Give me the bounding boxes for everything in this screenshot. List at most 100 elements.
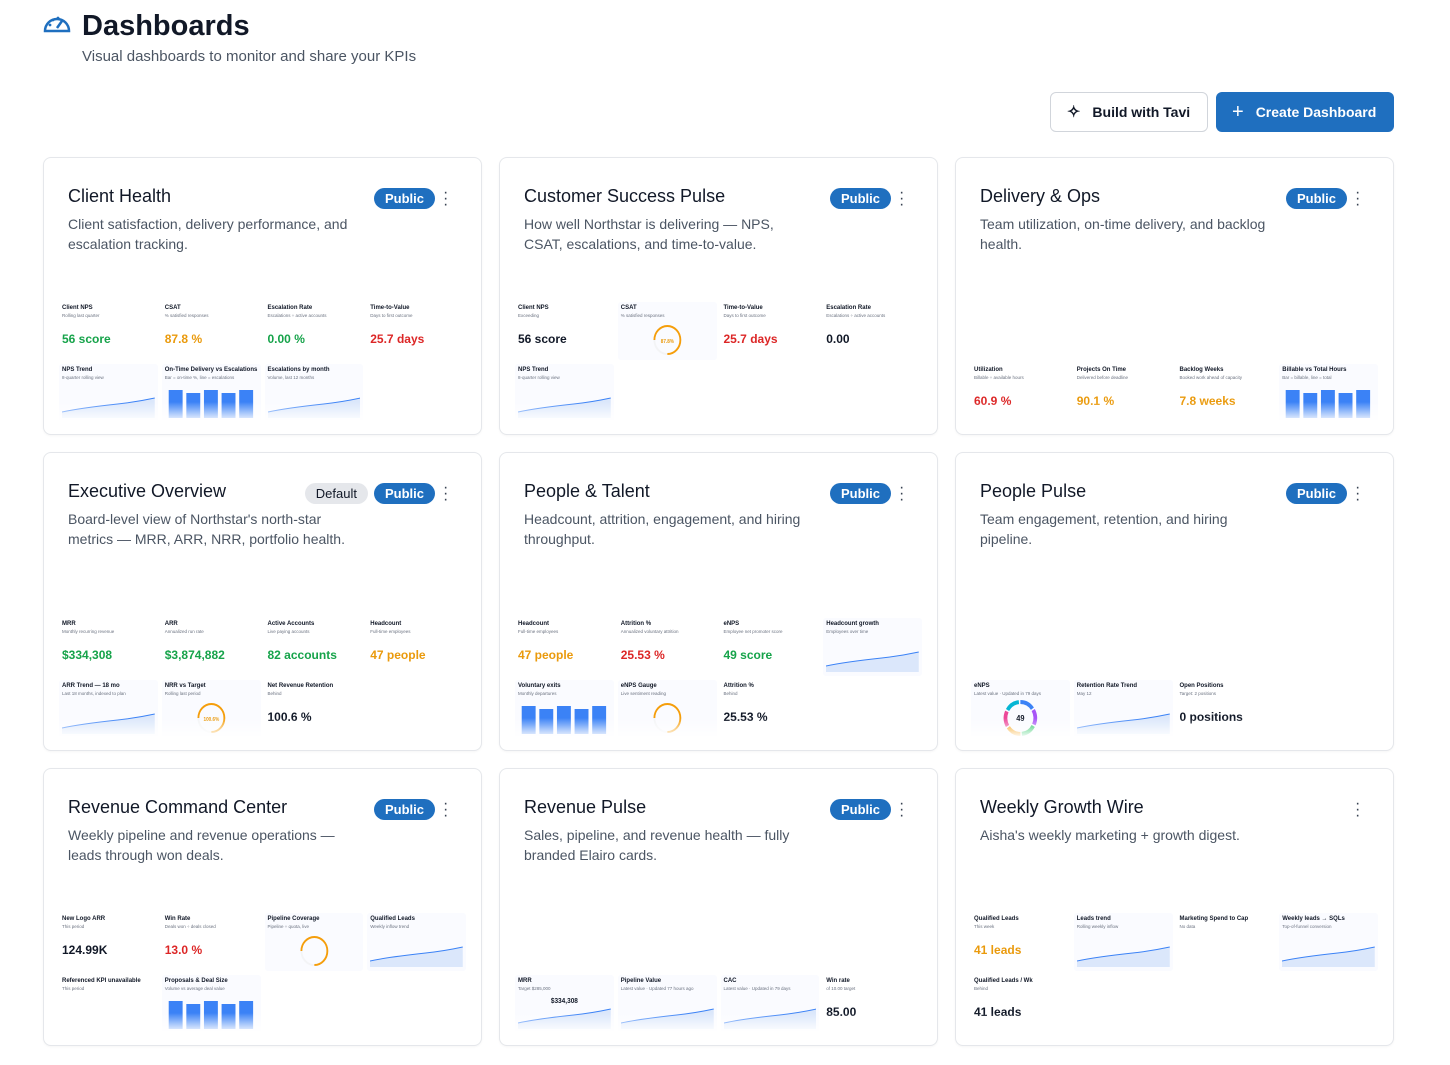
widget-subtitle: 8-quarter rolling view — [62, 375, 104, 380]
preview-widget: On-Time Delivery vs Escalations Bar = on-… — [161, 364, 261, 422]
widget-label: Retention Rate Trend — [1076, 683, 1138, 689]
sparkline — [370, 946, 463, 962]
dashboard-card[interactable]: Delivery & Ops Team utilization, on-time … — [955, 157, 1394, 435]
dashboard-card[interactable]: Executive Overview Board-level view of No… — [43, 452, 482, 751]
widget-label: ARR Trend — 18 mo — [62, 683, 120, 689]
card-menu[interactable]: · · · — [899, 479, 905, 508]
mini-chart: 49 — [1003, 700, 1038, 736]
widget-subtitle: 8-quarter rolling view — [518, 375, 560, 380]
dashboard-card[interactable]: People Pulse Team engagement, retention, … — [955, 452, 1394, 751]
widget-label: Attrition % — [723, 683, 754, 689]
card-menu[interactable]: · · · — [443, 795, 449, 824]
mini-bar — [1303, 393, 1318, 418]
mini-bar — [556, 706, 571, 734]
widget-value: 25.53 % — [723, 710, 768, 724]
widget-label: Time-to-Value — [370, 305, 410, 311]
donut-segment — [1031, 709, 1038, 726]
dashboard-card[interactable]: People & Talent Headcount, attrition, eng… — [499, 452, 938, 751]
widget-subtitle: Days to first outcome — [370, 313, 413, 318]
widget-label: Leads trend — [1076, 916, 1111, 922]
widget-subtitle: This week — [974, 924, 995, 929]
card-badges: Public — [373, 799, 435, 820]
badge: Public — [829, 188, 891, 209]
card-description: Headcount, attrition, engagement, and hi… — [524, 511, 801, 547]
widget-subtitle: Employee net promoter score — [723, 629, 783, 634]
mini-bar — [186, 1004, 200, 1029]
dashboard-card[interactable]: Customer Success Pulse How well Northstar… — [499, 157, 938, 435]
card-menu[interactable]: · · · — [443, 184, 449, 213]
chart-center-value: 49 — [1016, 714, 1024, 723]
widget-subtitle: Monthly departures — [518, 691, 557, 696]
widget-subtitle: Behind — [723, 691, 738, 696]
widget-subtitle: Bar = billable, line = total — [1282, 375, 1332, 380]
preview-widget: Backlog Weeks Booked work ahead of capaci… — [1176, 364, 1276, 422]
widget-label: New Logo ARR — [62, 916, 106, 922]
card-preview: Utilization Billable ÷ available hours 60.… — [971, 364, 1378, 422]
gauge-arc — [653, 703, 682, 733]
preview-widget: Headcount Full-time employees 47 people — [515, 618, 614, 676]
card-menu[interactable]: · · · — [899, 795, 905, 824]
card-menu[interactable]: · · · — [899, 184, 905, 213]
dashboard-card[interactable]: Weekly Growth Wire Aisha's weekly marketi… — [955, 768, 1394, 1046]
widget-label: Qualified Leads — [974, 916, 1019, 922]
widget-label: Utilization — [974, 367, 1003, 373]
dashboard-card[interactable]: Revenue Command Center Weekly pipeline an… — [43, 768, 482, 1046]
card-preview: MRR Monthly recurring revenue $334,308 ARR A… — [59, 618, 466, 738]
widget-subtitle: Volume, last 12 months — [267, 375, 315, 380]
widget-subtitle: Weekly inflow trend — [370, 924, 410, 929]
sparkline-area — [370, 947, 463, 967]
widget-value: 124.99K — [62, 943, 108, 957]
dashboard-card[interactable]: Revenue Pulse Sales, pipeline, and revenu… — [499, 768, 938, 1046]
widget-value: 25.7 days — [370, 332, 425, 346]
card-preview: Client NPS Exceeding 56 score CSAT % satisfi… — [515, 302, 922, 422]
preview-widget: Projects On Time Delivered before deadlin… — [1073, 364, 1173, 422]
widget-label: CSAT — [620, 305, 637, 311]
widget-subtitle: Annualized run rate — [164, 629, 204, 634]
widget-label: Attrition % — [620, 621, 652, 627]
widget-value: 82 accounts — [267, 648, 337, 662]
build-with-tavi-button[interactable]: ✧ Build with Tavi — [1050, 92, 1208, 132]
widget-label: Open Positions — [1179, 683, 1224, 689]
mini-bar — [592, 706, 607, 734]
card-menu[interactable]: · · · — [1355, 184, 1361, 213]
card-menu[interactable]: · · · — [1355, 479, 1361, 508]
preview-widget: ARR Trend — 18 mo Last 18 months, indexed… — [59, 680, 158, 738]
page-title: Dashboards — [82, 10, 250, 42]
mini-bar — [221, 1004, 236, 1029]
dashboard-card[interactable]: Client Health Client satisfaction, delive… — [43, 157, 482, 435]
widget-subtitle: Booked work ahead of capacity — [1179, 375, 1243, 380]
mini-bar — [238, 390, 253, 418]
widget-subtitle: Delivered before deadline — [1076, 375, 1129, 380]
widget-label: Billable vs Total Hours — [1282, 367, 1347, 373]
sparkle-icon: ✧ — [1067, 104, 1081, 121]
widget-label: On-Time Delivery vs Escalations — [164, 367, 258, 373]
preview-widget: Headcount growth Employees over time — [823, 618, 922, 676]
sparkline — [1076, 946, 1170, 962]
card-badges: Public — [829, 799, 891, 820]
button-label: Create Dashboard — [1255, 104, 1377, 120]
widget-label: Headcount — [518, 621, 550, 627]
create-dashboard-button[interactable]: + Create Dashboard — [1216, 92, 1394, 132]
card-title: People Pulse — [980, 481, 1087, 501]
card-description: Team utilization, on-time delivery, and … — [980, 216, 1266, 252]
card-menu[interactable]: · · · — [443, 479, 449, 508]
widget-value: 60.9 % — [974, 394, 1012, 408]
mini-bar — [221, 393, 236, 418]
badge: Public — [1285, 483, 1347, 504]
mini-chart — [1076, 713, 1170, 734]
preview-widget: Net Revenue Retention Behind 100.6 % — [264, 680, 364, 738]
card-badges: Public — [373, 188, 435, 209]
widget-subtitle: This period — [62, 924, 85, 929]
preview-widget: eNPS Gauge Live sentiment reading — [617, 680, 717, 738]
preview-widget: Billable vs Total Hours Bar = billable, l… — [1279, 364, 1378, 422]
preview-widget: eNPS Latest value · Updated in 79 days 49 — [971, 680, 1070, 738]
mini-bar — [574, 709, 589, 734]
donut-segment — [1020, 700, 1034, 710]
widget-subtitle: Last 18 months, indexed to plan — [62, 691, 126, 696]
widget-subtitle: Annualized voluntary attrition — [620, 629, 679, 634]
preview-widget: Utilization Billable ÷ available hours 60.… — [971, 364, 1070, 422]
widget-label: Referenced KPI unavailable — [62, 978, 141, 984]
mini-chart — [521, 706, 607, 734]
card-menu[interactable]: · · · — [1355, 795, 1361, 824]
mini-chart — [62, 397, 155, 418]
